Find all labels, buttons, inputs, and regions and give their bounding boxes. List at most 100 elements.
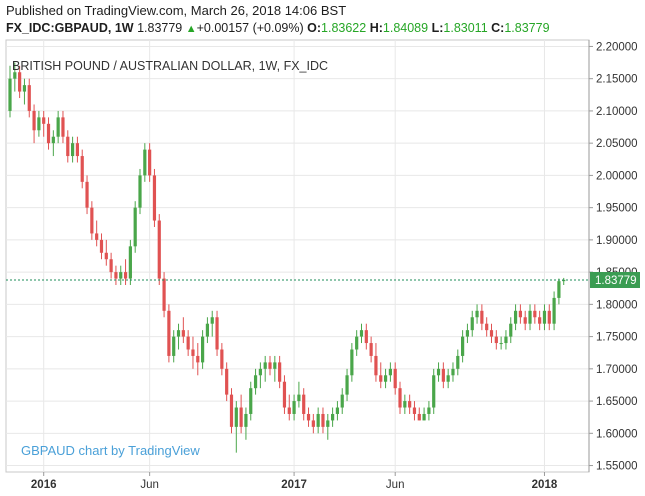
- candle-body: [99, 239, 104, 253]
- candle-body: [427, 407, 431, 414]
- candle-body: [282, 381, 287, 408]
- candle-body: [85, 181, 89, 208]
- symbol-name: FX_IDC:GBPAUD,: [6, 21, 112, 35]
- candle-body: [451, 368, 455, 376]
- y-tick-label: 2.20000: [596, 41, 638, 53]
- candle-body: [220, 349, 224, 369]
- candle-body: [196, 355, 200, 363]
- candle-body: [523, 317, 527, 324]
- candle-body: [186, 336, 190, 350]
- candle-body: [244, 413, 248, 427]
- candle-body: [533, 310, 537, 318]
- candle-body: [403, 401, 407, 408]
- candle-body: [172, 336, 176, 356]
- candle-body: [485, 323, 489, 331]
- candle-body: [311, 420, 315, 427]
- candle-body: [46, 123, 51, 144]
- candle-body: [393, 368, 397, 389]
- price-change: +0.00157 (+0.09%): [196, 21, 304, 35]
- candle-body: [499, 343, 503, 345]
- candle-body: [162, 278, 166, 311]
- candle-body: [201, 336, 205, 363]
- close-value: 1.83779: [504, 21, 550, 35]
- candle-body: [181, 330, 185, 337]
- candle-body: [90, 207, 94, 234]
- y-tick-label: 2.05000: [596, 138, 638, 150]
- candle-body: [215, 317, 219, 350]
- candle-body: [513, 310, 518, 324]
- candle-body: [432, 375, 436, 408]
- candle-body: [22, 85, 27, 92]
- candle-body: [133, 207, 137, 247]
- candle-body: [292, 401, 296, 414]
- candle-body: [297, 394, 301, 402]
- x-tick-label: 2016: [31, 479, 57, 491]
- candle-body: [456, 355, 460, 369]
- candle-body: [51, 136, 55, 144]
- candle-body: [148, 149, 152, 176]
- candle-body: [61, 117, 65, 137]
- candle-body: [542, 310, 547, 324]
- candle-body: [518, 310, 522, 318]
- last-price-tag-label: 1.83779: [595, 275, 637, 287]
- candle-body: [408, 401, 412, 408]
- y-tick-label: 1.90000: [596, 235, 638, 247]
- candle-body: [287, 407, 291, 414]
- x-tick-label: Jun: [386, 479, 405, 491]
- y-tick-label: 1.95000: [596, 203, 638, 215]
- candle-body: [306, 413, 311, 421]
- watermark: GBPAUD chart by TradingView: [21, 443, 200, 458]
- candle-body: [359, 330, 364, 337]
- candle-body: [321, 413, 325, 427]
- candle-body: [37, 117, 41, 131]
- candle-body: [316, 413, 320, 427]
- candle-body: [8, 78, 12, 111]
- candle-body: [326, 420, 330, 427]
- candle-body: [489, 330, 494, 337]
- candle-body: [355, 336, 359, 350]
- candle-body: [475, 310, 479, 318]
- chart-title: BRITISH POUND / AUSTRALIAN DOLLAR, 1W, F…: [12, 59, 328, 73]
- candle-body: [557, 281, 561, 298]
- candle-body: [225, 368, 229, 395]
- plot-area[interactable]: [5, 39, 590, 473]
- last-price-tag: [590, 271, 640, 288]
- candle-body: [104, 252, 108, 260]
- candle-body: [234, 407, 238, 427]
- y-tick-label: 1.65000: [596, 396, 638, 408]
- y-tick-label: 1.80000: [596, 299, 638, 311]
- x-tick-label: Jun: [140, 479, 159, 491]
- y-tick-label: 1.55000: [596, 461, 638, 473]
- candle-body: [249, 388, 253, 414]
- y-tick-label: 1.60000: [596, 428, 638, 440]
- candle-body: [302, 394, 306, 414]
- candle-body: [152, 175, 157, 221]
- candle-body: [119, 272, 123, 279]
- candle-body: [42, 117, 46, 124]
- candle-body: [229, 394, 234, 427]
- candle-body: [138, 175, 142, 208]
- candle-body: [56, 117, 60, 137]
- candle-body: [13, 72, 17, 79]
- candle-body: [547, 310, 551, 324]
- x-tick-label: 2018: [532, 479, 558, 491]
- candle-body: [364, 330, 368, 344]
- candle-body: [422, 413, 426, 421]
- candle-body: [205, 323, 210, 337]
- symbol-ohlc-bar: FX_IDC:GBPAUD, 1W 1.83779 ▲+0.00157 (+0.…: [6, 21, 550, 35]
- open-label: O:: [307, 21, 322, 35]
- candle-body: [562, 279, 566, 282]
- candle-body: [441, 368, 445, 382]
- candle-body: [66, 136, 70, 157]
- candle-body: [379, 375, 383, 382]
- high-value: 1.84089: [382, 21, 429, 35]
- close-label: C:: [491, 21, 505, 35]
- candle-body: [446, 375, 450, 382]
- candle-body: [465, 330, 470, 337]
- candle-body: [263, 362, 267, 369]
- y-tick-label: 1.70000: [596, 364, 638, 376]
- candle-body: [278, 362, 282, 382]
- candle-body: [258, 368, 262, 376]
- candle-body: [143, 149, 147, 176]
